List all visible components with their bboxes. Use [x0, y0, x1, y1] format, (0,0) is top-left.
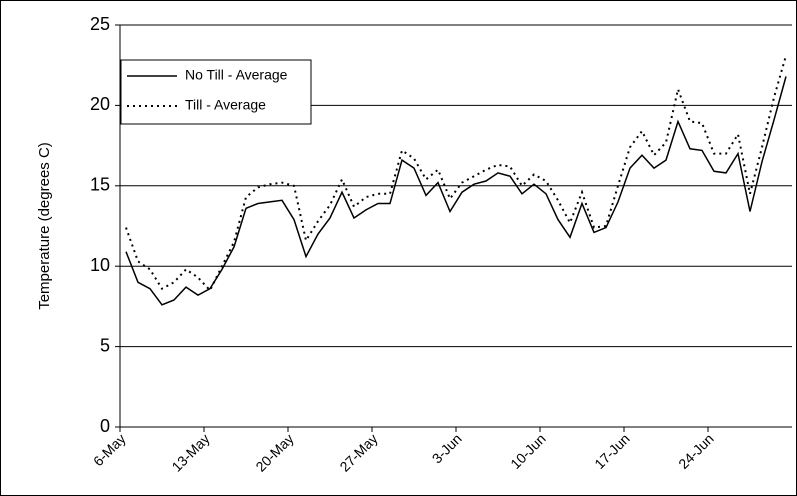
y-tick-label: 15 [90, 175, 110, 195]
y-axis-label: Temperature (degrees C) [36, 142, 53, 310]
y-tick-label: 20 [90, 94, 110, 114]
legend-box [120, 59, 312, 125]
y-tick-label: 10 [90, 255, 110, 275]
legend-label: No Till - Average [185, 67, 288, 83]
y-tick-label: 25 [90, 14, 110, 34]
series-line [125, 76, 787, 306]
y-tick-label: 5 [100, 335, 110, 355]
y-tick-label: 0 [100, 416, 110, 436]
legend-label: Till - Average [185, 97, 266, 113]
